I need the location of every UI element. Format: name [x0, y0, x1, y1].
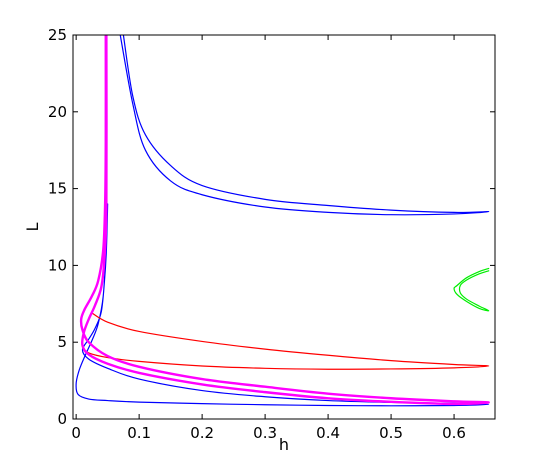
- y-tick-label: 15: [48, 180, 67, 198]
- y-axis-label: L: [23, 222, 42, 231]
- x-tick-label: 0: [71, 424, 81, 442]
- series-curve-4: [79, 35, 490, 406]
- x-tick-label: 0.2: [190, 424, 214, 442]
- y-tick-label: 25: [48, 26, 67, 44]
- x-axis-label: h: [279, 435, 289, 454]
- series-curve-2: [75, 203, 490, 407]
- x-tick-label: 0.1: [127, 424, 151, 442]
- y-tick-label: 10: [48, 256, 67, 274]
- series-curve-1: [119, 35, 490, 216]
- y-tick-label: 20: [48, 103, 67, 121]
- x-tick-label: 0.5: [379, 424, 403, 442]
- x-tick-label: 0.6: [442, 424, 466, 442]
- y-tick-label: 5: [57, 333, 67, 351]
- series-curve-5: [453, 267, 490, 312]
- x-tick-label: 0.4: [316, 424, 340, 442]
- series-curve-3: [81, 312, 490, 370]
- y-axis: 0 5 10 15 20 25: [48, 26, 495, 428]
- x-tick-label: 0.3: [253, 424, 277, 442]
- curves-layer: [75, 35, 490, 407]
- y-tick-label: 0: [57, 410, 67, 428]
- x-axis: 0 0.1 0.2 0.3 0.4 0.5 0.6: [71, 35, 466, 442]
- plot-frame: [72, 34, 496, 420]
